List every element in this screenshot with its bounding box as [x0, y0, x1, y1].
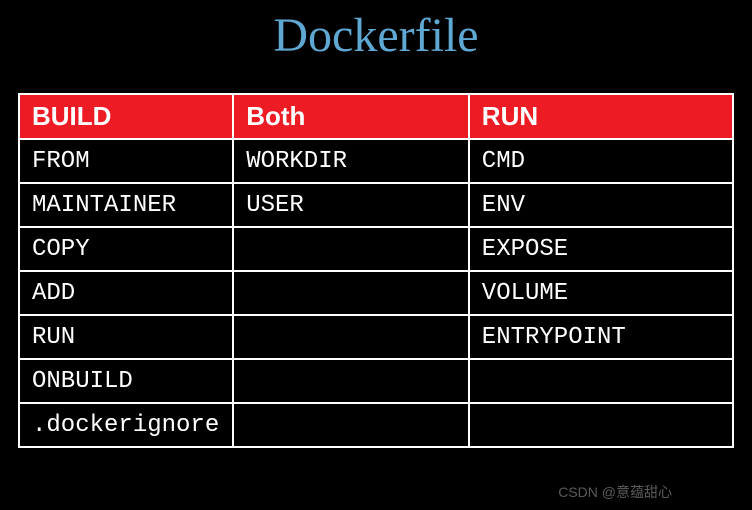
cell-run: ENV	[469, 183, 733, 227]
table-row: ADD VOLUME	[19, 271, 733, 315]
cell-both: USER	[233, 183, 469, 227]
cell-both	[233, 403, 469, 447]
cell-run: CMD	[469, 139, 733, 183]
cell-run	[469, 403, 733, 447]
cell-run: EXPOSE	[469, 227, 733, 271]
header-both: Both	[233, 94, 469, 139]
cell-build: MAINTAINER	[19, 183, 233, 227]
cell-both	[233, 315, 469, 359]
cell-build: ADD	[19, 271, 233, 315]
table-row: ONBUILD	[19, 359, 733, 403]
cell-run: VOLUME	[469, 271, 733, 315]
header-run: RUN	[469, 94, 733, 139]
cell-build: ONBUILD	[19, 359, 233, 403]
table-row: MAINTAINER USER ENV	[19, 183, 733, 227]
table-container: BUILD Both RUN FROM WORKDIR CMD MAINTAIN…	[0, 93, 752, 448]
table-row: .dockerignore	[19, 403, 733, 447]
cell-run: ENTRYPOINT	[469, 315, 733, 359]
cell-build: .dockerignore	[19, 403, 233, 447]
table-row: RUN ENTRYPOINT	[19, 315, 733, 359]
table-row: FROM WORKDIR CMD	[19, 139, 733, 183]
cell-build: FROM	[19, 139, 233, 183]
table-header-row: BUILD Both RUN	[19, 94, 733, 139]
watermark: CSDN @意蕴甜心	[558, 482, 672, 502]
header-build: BUILD	[19, 94, 233, 139]
cell-both	[233, 271, 469, 315]
cell-both	[233, 227, 469, 271]
cell-build: COPY	[19, 227, 233, 271]
table-row: COPY EXPOSE	[19, 227, 733, 271]
page-title: Dockerfile	[0, 0, 752, 93]
cell-build: RUN	[19, 315, 233, 359]
cell-run	[469, 359, 733, 403]
cell-both	[233, 359, 469, 403]
dockerfile-table: BUILD Both RUN FROM WORKDIR CMD MAINTAIN…	[18, 93, 734, 448]
cell-both: WORKDIR	[233, 139, 469, 183]
